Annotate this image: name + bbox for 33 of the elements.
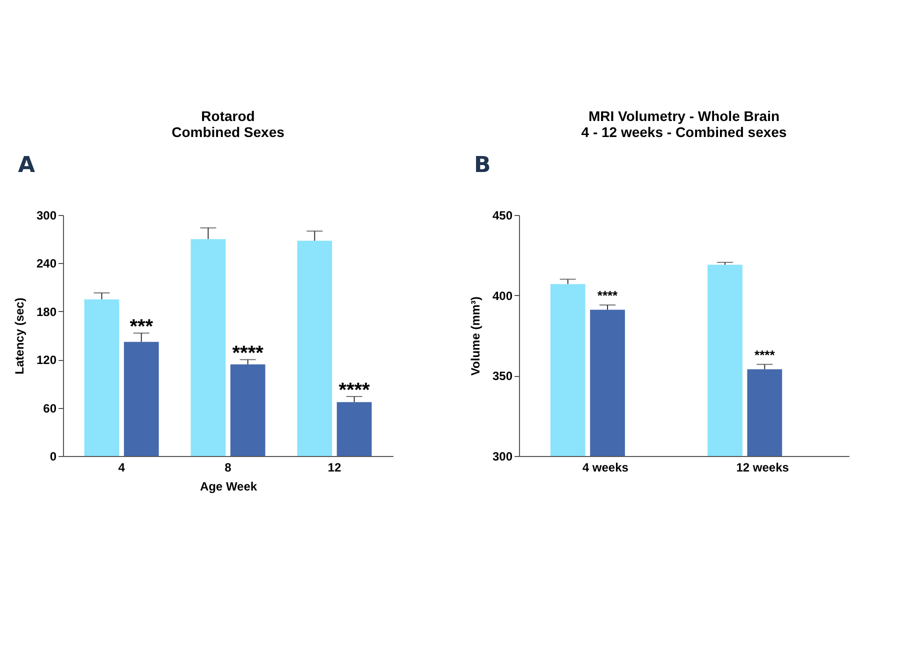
y-tick-label: 300 [492,450,513,464]
bar [190,239,226,456]
bar [230,364,266,456]
y-tick-label: 300 [36,208,57,222]
bar [84,299,120,456]
annotation: **** [232,342,264,365]
bar [124,342,159,456]
annotation: **** [338,380,370,402]
x-tick-label: 12 [328,460,342,474]
x-tick-label: 12 weeks [736,460,790,474]
x-tick-label: 4 weeks [582,460,629,474]
annotation: *** [130,316,154,338]
chart-title: MRI Volumetry - Whole Brain 4 - 12 weeks - Combined sexes [581,108,787,140]
chart-title: Rotarod Combined Sexes [172,108,285,140]
annotation: **** [597,288,619,303]
y-tick-label: 120 [36,353,57,368]
x-axis-title: Age Week [200,480,258,494]
bar [336,402,372,456]
y-axis-title: Latency (sec) [12,298,26,374]
annotation: **** [754,347,776,362]
y-axis-title: Volume (mm³) [468,296,482,376]
y-tick-label: 60 [43,401,57,416]
y-tick-label: 350 [492,369,513,384]
y-tick-label: 450 [492,208,513,222]
x-tick-label: 4 [118,460,126,474]
y-tick-label: 400 [492,288,513,303]
text: B [474,153,491,178]
bar [297,240,332,456]
text: A [18,153,36,178]
y-tick-label: 240 [36,256,57,271]
x-tick-label: 8 [224,460,232,474]
y-tick-label: 180 [36,304,57,319]
y-tick-label: 0 [50,450,57,464]
